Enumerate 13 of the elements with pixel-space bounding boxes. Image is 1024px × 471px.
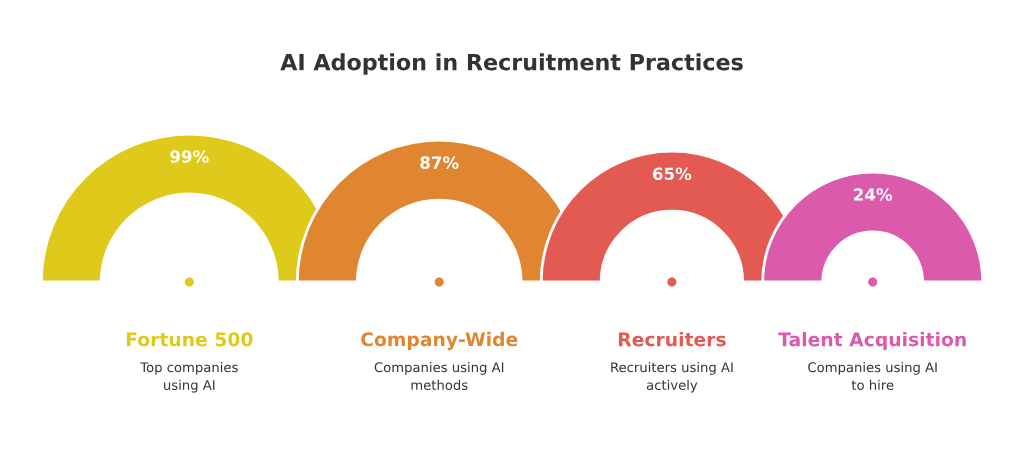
text: AI Adoption in Recruitment Practices bbox=[280, 53, 743, 75]
text: Companies using AI methods bbox=[374, 362, 504, 390]
data-label: 99% bbox=[170, 150, 209, 163]
data-label: 65% bbox=[653, 167, 692, 181]
text: Recruiters using AI actively bbox=[611, 362, 733, 393]
data-label: 87% bbox=[420, 156, 459, 169]
category-label: Company-Wide bbox=[361, 331, 518, 351]
category-label: Fortune 500 bbox=[126, 332, 253, 347]
category-label: Recruiters bbox=[618, 331, 726, 347]
data-label: 24% bbox=[854, 188, 893, 201]
text: Top companies using AI bbox=[140, 362, 238, 393]
text: Companies using AI to hire bbox=[808, 362, 937, 390]
category-label: Talent Acquisition bbox=[778, 331, 966, 351]
